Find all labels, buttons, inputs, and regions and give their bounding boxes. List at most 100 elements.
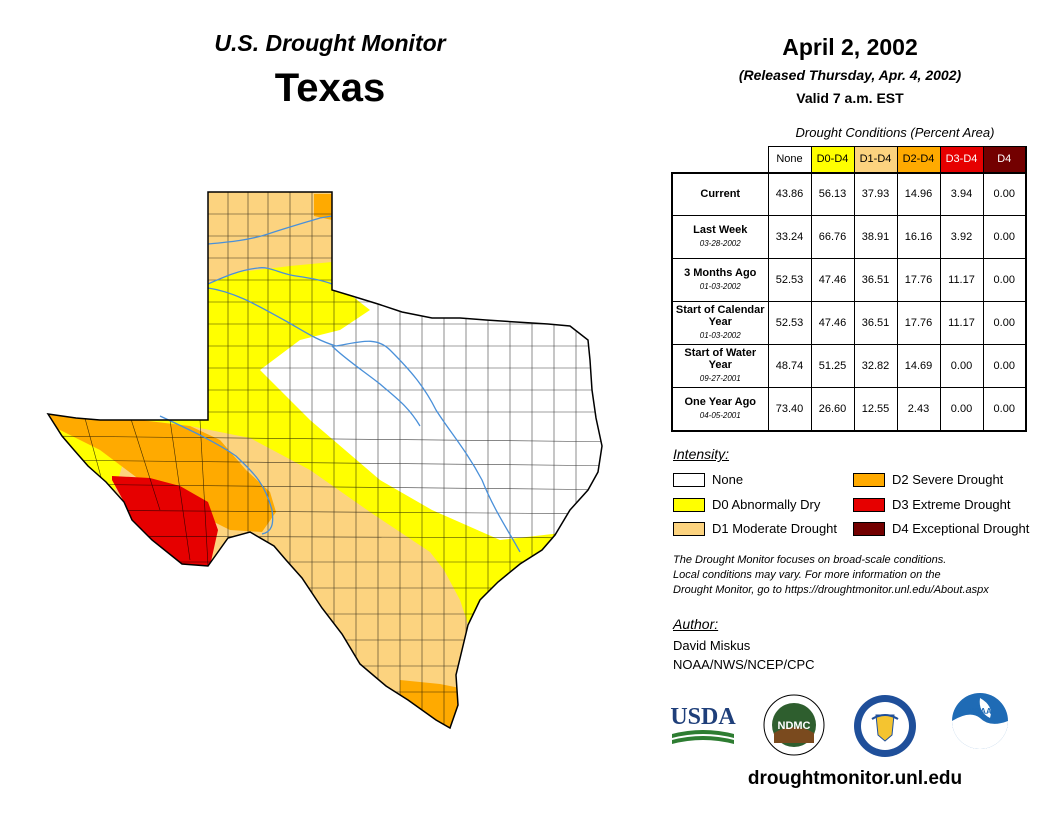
note-line: The Drought Monitor focuses on broad-sca… — [673, 554, 947, 566]
note-line: Local conditions may vary. For more info… — [673, 569, 941, 581]
release-date: (Released Thursday, Apr. 4, 2002) — [738, 67, 962, 83]
table-cell: 36.51 — [853, 301, 898, 345]
table-cell: 66.76 — [810, 215, 855, 259]
website-url[interactable]: droughtmonitor.unl.edu — [747, 768, 963, 789]
col-d0-d4: D0-D4 — [810, 146, 855, 173]
table-cell: 0.00 — [982, 215, 1027, 259]
table-cell: 56.13 — [810, 171, 855, 216]
table-cell: 38.91 — [853, 215, 898, 259]
col-d2-d4: D2-D4 — [896, 146, 941, 173]
table-cell: 16.16 — [896, 215, 941, 259]
legend-item-d2: D2 Severe Drought — [853, 472, 1003, 487]
note-line[interactable]: Drought Monitor, go to https://droughtmo… — [673, 584, 989, 596]
table-cell: 11.17 — [939, 301, 984, 345]
state-title: Texas — [274, 66, 386, 110]
disclaimer-note: The Drought Monitor focuses on broad-sca… — [673, 553, 1043, 598]
zone-d2-west — [48, 404, 276, 532]
commerce-seal-logo — [854, 695, 916, 757]
svg-text:NOAA: NOAA — [968, 707, 992, 716]
zone-d3 — [112, 476, 218, 566]
table-cell: 11.17 — [939, 258, 984, 302]
table-cell: 26.60 — [810, 387, 855, 432]
table-cell: 47.46 — [810, 258, 855, 302]
noaa-logo: NOAA — [952, 693, 1008, 749]
legend-item-none: None — [673, 472, 743, 487]
table-cell: 3.92 — [939, 215, 984, 259]
author-name: David Miskus — [673, 638, 751, 653]
legend-label: D4 Exceptional Drought — [892, 521, 1030, 536]
table-header-row: None D0-D4 D1-D4 D2-D4 D3-D4 D4 — [672, 146, 1027, 174]
table-row: Start of Water Year 09-27-2001 48.74 51.2… — [671, 344, 1027, 388]
legend-swatch — [853, 497, 885, 512]
drought-zones — [48, 192, 602, 728]
table-cell: 17.76 — [896, 301, 941, 345]
table-cell: 48.74 — [767, 344, 812, 388]
table-cell: 43.86 — [767, 171, 812, 216]
row-date: 03-28-2002 — [699, 239, 741, 248]
table-row: Current 43.86 56.13 37.93 14.96 3.94 0.0… — [671, 171, 1027, 216]
table-cell: 73.40 — [767, 387, 812, 432]
svg-text:USDA: USDA — [670, 704, 736, 730]
ndmc-logo: NDMC — [763, 694, 825, 756]
row-label: Last Week 03-28-2002 — [671, 215, 769, 259]
col-d3-d4: D3-D4 — [939, 146, 984, 173]
table-cell: 0.00 — [982, 258, 1027, 302]
legend-label: D3 Extreme Drought — [892, 497, 1011, 512]
table-cell: 14.96 — [896, 171, 941, 216]
legend-item-d3: D3 Extreme Drought — [853, 497, 1011, 512]
legend-swatch — [673, 497, 705, 512]
legend-label: D0 Abnormally Dry — [712, 497, 821, 512]
col-d1-d4: D1-D4 — [853, 146, 898, 173]
map-date: April 2, 2002 — [782, 34, 918, 60]
table-caption: Drought Conditions (Percent Area) — [795, 125, 995, 140]
zone-d2-panhandle — [314, 194, 332, 220]
svg-text:NDMC: NDMC — [778, 720, 811, 732]
usda-logo: USDA — [670, 704, 736, 744]
rivers — [159, 215, 521, 553]
row-date: 01-03-2002 — [699, 331, 741, 340]
table-row: Start of Calendar Year 01-03-2002 52.53 4… — [671, 301, 1027, 345]
author-org: NOAA/NWS/NCEP/CPC — [673, 657, 815, 672]
table-cell: 12.55 — [853, 387, 898, 432]
legend-item-d1: D1 Moderate Drought — [673, 521, 837, 536]
table-cell: 14.69 — [896, 344, 941, 388]
legend-swatch — [673, 472, 705, 487]
row-label: Start of Water Year 09-27-2001 — [671, 344, 769, 388]
table-cell: 32.82 — [853, 344, 898, 388]
table-cell: 37.93 — [853, 171, 898, 216]
table-cell: 33.24 — [767, 215, 812, 259]
row-date: 01-03-2002 — [699, 282, 741, 291]
row-label: 3 Months Ago 01-03-2002 — [671, 258, 769, 302]
monitor-title: U.S. Drought Monitor — [214, 30, 446, 56]
valid-time: Valid 7 a.m. EST — [796, 90, 904, 106]
legend-item-d4: D4 Exceptional Drought — [853, 521, 1029, 536]
table-cell: 51.25 — [810, 344, 855, 388]
zone-d2-south — [400, 680, 470, 728]
table-cell: 0.00 — [939, 387, 984, 432]
drought-conditions-table: None D0-D4 D1-D4 D2-D4 D3-D4 D4 Current … — [671, 146, 1027, 432]
table-cell: 0.00 — [939, 344, 984, 388]
legend-item-d0: D0 Abnormally Dry — [673, 497, 820, 512]
table-cell: 0.00 — [982, 387, 1027, 432]
table-cell: 36.51 — [853, 258, 898, 302]
table-cell: 17.76 — [896, 258, 941, 302]
table-cell: 52.53 — [767, 258, 812, 302]
author-title: Author: — [673, 616, 719, 632]
row-date: 09-27-2001 — [699, 374, 741, 383]
table-cell: 47.46 — [810, 301, 855, 345]
state-outline — [46, 191, 603, 730]
table-row: 3 Months Ago 01-03-2002 52.53 47.46 36.51… — [671, 258, 1027, 302]
legend-swatch — [853, 472, 885, 487]
table-row: One Year Ago 04-05-2001 73.40 26.60 12.55… — [671, 387, 1027, 432]
texas-drought-map — [46, 191, 603, 730]
table-row: Last Week 03-28-2002 33.24 66.76 38.91 16… — [671, 215, 1027, 259]
table-cell: 3.94 — [939, 171, 984, 216]
legend-title: Intensity: — [673, 446, 730, 462]
row-label: Current — [671, 171, 769, 216]
table-cell: 52.53 — [767, 301, 812, 345]
table-cell: 0.00 — [982, 344, 1027, 388]
legend-swatch — [853, 521, 885, 536]
legend-label: None — [712, 472, 744, 487]
row-label: One Year Ago 04-05-2001 — [671, 387, 769, 432]
legend-swatch — [673, 521, 705, 536]
